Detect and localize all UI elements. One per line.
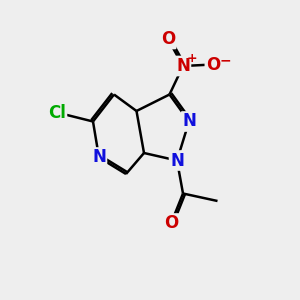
Text: O: O [161, 30, 175, 48]
Text: N: N [176, 57, 190, 75]
Text: N: N [182, 112, 196, 130]
Text: N: N [170, 152, 184, 169]
Text: O: O [164, 214, 178, 232]
Text: Cl: Cl [48, 103, 66, 122]
Text: −: − [220, 53, 231, 67]
Text: +: + [187, 52, 197, 65]
Text: O: O [206, 56, 220, 74]
Text: N: N [92, 148, 106, 166]
